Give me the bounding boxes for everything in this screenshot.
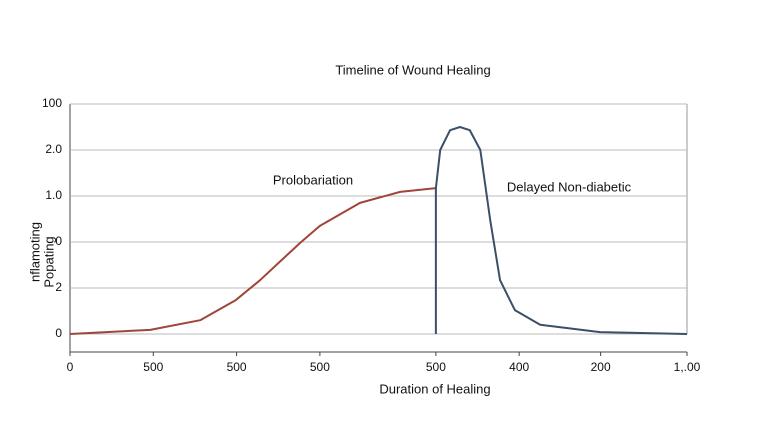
annotation: Delayed Non-diabetic	[507, 179, 632, 194]
y-tick-label: 2.0	[45, 142, 62, 156]
y-tick-label: 0	[55, 326, 62, 340]
line-series	[434, 126, 688, 335]
x-tick-label: 500	[310, 360, 330, 374]
x-tick-label: 200	[591, 360, 611, 374]
x-tick-label: 500	[426, 360, 446, 374]
x-tick-label: 1,.00	[674, 360, 701, 374]
x-axis-label: Duration of Healing	[379, 381, 490, 396]
x-tick-label: 500	[143, 360, 163, 374]
y-axis-label: Popating	[41, 236, 56, 287]
annotation: Prolobariation	[273, 172, 353, 187]
x-tick-label: 500	[227, 360, 247, 374]
y-tick-label: 100	[42, 96, 62, 110]
line-series	[69, 187, 436, 335]
y-axis-label: nflamoting	[27, 222, 42, 282]
chart-title: Timeline of Wound Healing	[335, 62, 490, 77]
y-tick-label: 0	[55, 234, 62, 248]
x-tick-label: 0	[67, 360, 74, 374]
x-tick-label: 400	[509, 360, 529, 374]
y-tick-label: 1.0	[45, 188, 62, 202]
y-tick-label: 2	[55, 280, 62, 294]
